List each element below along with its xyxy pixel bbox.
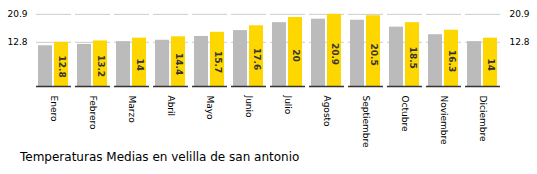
svg-text:20.9: 20.9 bbox=[330, 43, 340, 65]
svg-text:Septiembre: Septiembre bbox=[361, 96, 371, 149]
svg-text:20.9: 20.9 bbox=[7, 9, 27, 19]
svg-text:14.4: 14.4 bbox=[174, 53, 184, 75]
svg-text:18.5: 18.5 bbox=[408, 47, 418, 69]
svg-text:13.2: 13.2 bbox=[96, 55, 106, 77]
svg-text:17.6: 17.6 bbox=[252, 48, 262, 70]
svg-text:20.5: 20.5 bbox=[369, 44, 379, 66]
svg-text:Febrero: Febrero bbox=[88, 96, 98, 130]
svg-text:Agosto: Agosto bbox=[322, 96, 332, 128]
svg-text:Junio: Junio bbox=[244, 95, 254, 119]
svg-text:Octubre: Octubre bbox=[400, 96, 410, 132]
svg-text:Diciembre: Diciembre bbox=[478, 96, 488, 142]
svg-text:Enero: Enero bbox=[49, 96, 59, 122]
svg-text:Noviembre: Noviembre bbox=[439, 96, 449, 146]
svg-text:15.7: 15.7 bbox=[213, 51, 223, 73]
html-text:Temperaturas Medias en velilla: Temperaturas Medias en velilla de san an… bbox=[20, 150, 300, 164]
svg-text:Julio: Julio bbox=[283, 95, 293, 115]
svg-text:20: 20 bbox=[291, 49, 301, 62]
svg-text:20.9: 20.9 bbox=[510, 9, 530, 19]
svg-text:12.8: 12.8 bbox=[57, 56, 67, 78]
svg-text:12.8: 12.8 bbox=[510, 37, 530, 47]
svg-text:16.3: 16.3 bbox=[447, 50, 457, 72]
svg-text:Mayo: Mayo bbox=[205, 96, 215, 121]
svg-text:14: 14 bbox=[486, 58, 496, 71]
svg-text:14: 14 bbox=[135, 58, 145, 71]
svg-text:12.8: 12.8 bbox=[7, 37, 27, 47]
svg-text:Marzo: Marzo bbox=[127, 96, 137, 124]
svg-text:Abril: Abril bbox=[166, 96, 176, 117]
